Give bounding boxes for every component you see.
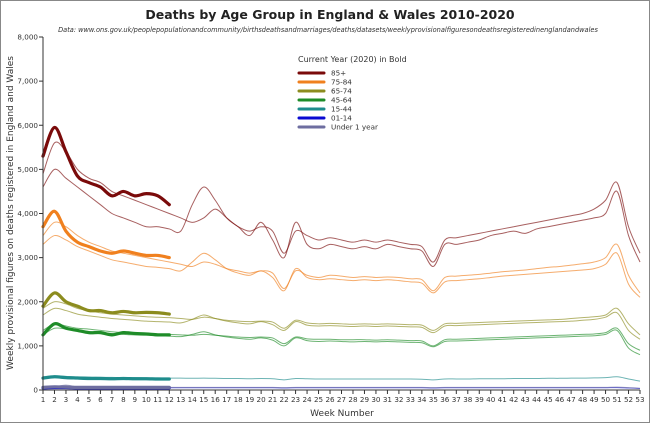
x-axis-label: Week Number: [310, 409, 374, 419]
x-tick-label: 13: [176, 395, 185, 404]
x-tick-label: 47: [567, 395, 576, 404]
x-tick-label: 33: [406, 395, 415, 404]
x-tick-label: 32: [394, 395, 403, 404]
series-65-74-previous-1: [42, 301, 641, 336]
axes: 0 1,000 2,000 3,000 4,000 5,000 6,000 7,000 8,00…: [17, 33, 644, 405]
x-tick-label: 19: [245, 395, 255, 404]
series-75-84-previous-2: [42, 234, 641, 298]
legend-label: 65-74: [331, 87, 352, 96]
legend-label: 85+: [331, 69, 346, 78]
x-tick-label: 22: [280, 395, 289, 404]
x-tick-label: 53: [635, 395, 644, 404]
series-45-64-2020: [41, 322, 171, 337]
y-tick-label: 8,000: [17, 33, 38, 42]
y-tick-label: 6,000: [17, 121, 38, 130]
x-tick-label: 23: [291, 395, 300, 404]
chart-title: Deaths by Age Group in England & Wales 2…: [145, 7, 515, 22]
x-tick-label: 50: [601, 395, 611, 404]
x-tick-label: 30: [371, 395, 381, 404]
x-tick-label: 11: [153, 395, 162, 404]
y-tick-label: 3,000: [17, 253, 38, 262]
legend-label: 75-84: [331, 78, 352, 87]
series-lines: [41, 125, 641, 390]
x-tick-label: 38: [463, 395, 473, 404]
x-tick-label: 40: [486, 395, 496, 404]
x-tick-label: 18: [234, 395, 244, 404]
y-tick-label: 7,000: [17, 77, 38, 86]
series-65-74-2020: [41, 291, 171, 316]
x-tick-label: 5: [87, 395, 92, 404]
x-tick-label: 45: [544, 395, 553, 404]
y-axis-label: Weekly provisional figures on deaths reg…: [6, 56, 16, 370]
x-tick-label: 14: [188, 395, 198, 404]
y-tick-label: 5,000: [17, 165, 38, 174]
x-tick-label: 16: [211, 395, 221, 404]
y-tick-label: 4,000: [17, 209, 38, 218]
x-tick-label: 34: [417, 395, 427, 404]
x-tick-label: 43: [521, 395, 530, 404]
x-tick-label: 36: [440, 395, 450, 404]
series-85+-previous-2: [42, 168, 641, 267]
x-tick-label: 7: [110, 395, 115, 404]
x-tick-label: 1: [41, 395, 46, 404]
x-tick-label: 26: [325, 395, 335, 404]
x-tick-label: 27: [337, 395, 346, 404]
x-tick-label: 2: [52, 395, 57, 404]
x-tick-label: 39: [475, 395, 485, 404]
chart-subtitle: Data: www.ons.gov.uk/peoplepopulationand…: [58, 26, 598, 34]
x-tick-label: 31: [383, 395, 392, 404]
x-tick-label: 37: [452, 395, 461, 404]
legend-title: Current Year (2020) in Bold: [298, 55, 407, 64]
legend-label: 01-14: [331, 114, 352, 123]
x-tick-label: 41: [498, 395, 507, 404]
series-85+-2020: [41, 125, 171, 207]
y-tick-label: 2,000: [17, 297, 38, 306]
x-tick-label: 52: [624, 395, 633, 404]
series-75-84-2020: [41, 209, 171, 260]
series-75-84-previous-1: [42, 221, 641, 294]
legend: Current Year (2020) in Bold 85+75-8465-7…: [297, 55, 407, 132]
legend-label: 15-44: [331, 105, 352, 114]
x-tick-label: 20: [257, 395, 267, 404]
x-tick-label: 8: [121, 395, 126, 404]
x-tick-label: 35: [429, 395, 438, 404]
x-tick-label: 17: [222, 395, 231, 404]
series-65-74-previous-2: [42, 307, 641, 340]
x-tick-label: 24: [302, 395, 312, 404]
x-tick-label: 21: [268, 395, 277, 404]
x-tick-label: 28: [348, 395, 358, 404]
x-tick-label: 9: [133, 395, 138, 404]
x-tick-label: 42: [509, 395, 518, 404]
y-tick-label: 0: [33, 386, 38, 395]
x-tick-label: 15: [199, 395, 208, 404]
legend-label: 45-64: [331, 96, 352, 105]
x-tick-label: 3: [64, 395, 69, 404]
x-tick-label: 29: [360, 395, 370, 404]
legend-label: Under 1 year: [331, 123, 378, 132]
series-85+-previous-1: [42, 141, 641, 263]
x-tick-label: 4: [75, 395, 80, 404]
x-tick-label: 46: [555, 395, 565, 404]
x-tick-label: 12: [165, 395, 174, 404]
x-tick-label: 25: [314, 395, 323, 404]
x-tick-label: 44: [532, 395, 542, 404]
y-tick-label: 1,000: [17, 341, 38, 350]
x-tick-label: 6: [98, 395, 103, 404]
series-15-44-2020: [41, 375, 171, 381]
x-tick-label: 48: [578, 395, 588, 404]
x-tick-label: 49: [589, 395, 599, 404]
x-tick-label: 10: [142, 395, 152, 404]
x-tick-label: 51: [612, 395, 621, 404]
